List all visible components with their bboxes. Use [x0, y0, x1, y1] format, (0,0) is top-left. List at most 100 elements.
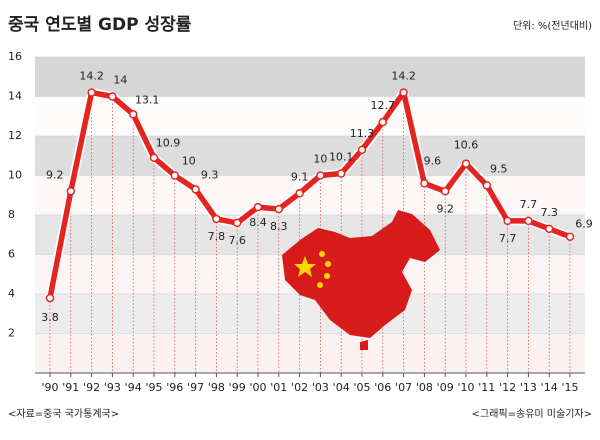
- band: [35, 333, 585, 373]
- source: <자료=중국 국가통계국>: [8, 408, 119, 420]
- map-island: [360, 340, 368, 350]
- map-star: [317, 282, 323, 288]
- band: [35, 136, 585, 176]
- x-tick-label: '04: [333, 381, 350, 394]
- data-label: 9.1: [291, 170, 309, 183]
- point: [191, 185, 200, 194]
- data-label: 10: [182, 155, 196, 168]
- data-label: 3.8: [41, 311, 59, 324]
- y-tick-label: 12: [8, 129, 22, 142]
- data-label: 9.6: [424, 154, 442, 167]
- point: [45, 293, 55, 303]
- data-label: 7.3: [540, 206, 558, 219]
- x-tick-label: '94: [125, 381, 142, 394]
- point: [544, 224, 554, 234]
- x-tick-label: '01: [270, 381, 287, 394]
- point: [440, 187, 450, 196]
- point: [212, 214, 221, 224]
- y-tick-label: 16: [8, 50, 22, 63]
- point: [253, 202, 263, 212]
- point: [66, 187, 76, 196]
- x-tick-label: '90: [41, 381, 58, 394]
- map-star: [294, 256, 316, 277]
- credit: <그래픽=송유미 미술기자>: [472, 408, 592, 420]
- y-tick-label: 2: [8, 327, 15, 340]
- data-label: 8.3: [270, 220, 288, 233]
- point: [232, 218, 242, 228]
- point: [295, 189, 304, 198]
- point: [378, 117, 388, 127]
- data-label: 7.8: [208, 230, 226, 243]
- data-label: 11.3: [350, 127, 375, 140]
- data-label: 7.7: [499, 232, 517, 245]
- x-tick-label: '03: [312, 381, 329, 394]
- data-label: 10.6: [454, 139, 479, 152]
- point: [108, 92, 117, 101]
- x-tick-label: '06: [374, 381, 391, 394]
- data-label: 14.2: [391, 70, 416, 83]
- x-tick-label: '14: [541, 381, 558, 394]
- china-map: [282, 210, 440, 350]
- data-label: 14.2: [79, 70, 104, 83]
- band: [35, 57, 585, 97]
- data-label: 9.2: [436, 202, 454, 215]
- x-tick-label: '13: [520, 381, 537, 394]
- point: [128, 110, 138, 119]
- x-tick-label: '97: [187, 381, 204, 394]
- data-label: 14: [113, 74, 127, 87]
- data-label: 8.4: [249, 216, 267, 229]
- data-label: 12.7: [371, 99, 396, 112]
- series-line: [47, 89, 571, 299]
- data-label: 10: [313, 153, 327, 166]
- map-star: [319, 251, 325, 257]
- point: [461, 159, 471, 168]
- point: [336, 169, 346, 178]
- x-tick-label: '93: [104, 381, 121, 394]
- x-tick-label: '08: [416, 381, 433, 394]
- point: [357, 145, 367, 155]
- data-label: 9.2: [46, 168, 64, 181]
- x-tick-label: '05: [353, 381, 370, 394]
- x-tick-label: '96: [166, 381, 183, 394]
- x-tick-label: '02: [291, 381, 308, 394]
- data-label: 7.7: [520, 198, 538, 211]
- point: [420, 179, 429, 188]
- x-tick-label: '09: [437, 381, 454, 394]
- x-tick-label: '07: [395, 381, 412, 394]
- y-tick-label: 14: [8, 90, 22, 103]
- point: [503, 216, 512, 226]
- y-tick-label: 6: [8, 248, 15, 261]
- x-tick-label: '91: [62, 381, 79, 394]
- x-tick-label: '99: [229, 381, 246, 394]
- x-tick-label: '92: [83, 381, 100, 394]
- data-label: 10.9: [156, 137, 181, 150]
- chart-title: 중국 연도별 GDP 성장률: [8, 15, 192, 35]
- x-tick-label: '95: [145, 381, 162, 394]
- point: [274, 204, 284, 214]
- x-tick-label: '98: [208, 381, 225, 394]
- x-tick-label: '15: [561, 381, 578, 394]
- point: [316, 171, 325, 180]
- map-star: [324, 273, 330, 279]
- band: [35, 294, 585, 334]
- data-label: 6.9: [575, 218, 593, 231]
- point: [87, 88, 96, 97]
- x-tick-label: '11: [478, 381, 495, 394]
- data-label: 7.6: [228, 234, 246, 247]
- point: [482, 181, 492, 190]
- map-star: [325, 261, 331, 267]
- point: [399, 88, 408, 97]
- y-tick-label: 8: [8, 208, 15, 221]
- data-label: 10.1: [329, 151, 354, 164]
- map-shape: [282, 210, 440, 338]
- x-tick-label: '10: [457, 381, 474, 394]
- y-tick-label: 4: [8, 287, 15, 300]
- data-label: 9.3: [201, 168, 219, 181]
- x-tick-label: '12: [499, 381, 516, 394]
- data-label: 13.1: [135, 93, 160, 106]
- point: [149, 153, 159, 162]
- point: [565, 232, 575, 241]
- y-tick-label: 10: [8, 169, 22, 182]
- point: [524, 216, 533, 226]
